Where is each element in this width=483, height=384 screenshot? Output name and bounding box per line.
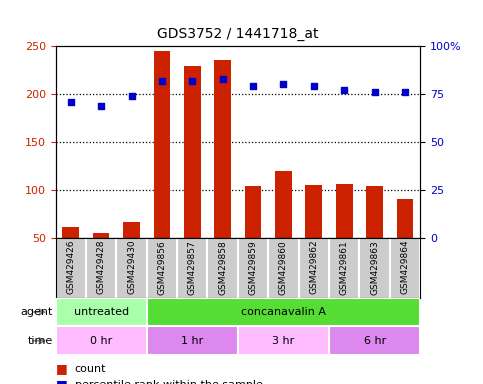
- Bar: [214, 61, 231, 238]
- Text: GSM429860: GSM429860: [279, 240, 288, 295]
- Text: percentile rank within the sample: percentile rank within the sample: [75, 379, 263, 384]
- Point: [310, 83, 318, 89]
- Point: [158, 78, 166, 84]
- Bar: [147, 298, 420, 326]
- Bar: [336, 184, 353, 238]
- Bar: [329, 326, 420, 355]
- Point: [341, 87, 348, 93]
- Title: GDS3752 / 1441718_at: GDS3752 / 1441718_at: [157, 27, 319, 41]
- Text: GSM429864: GSM429864: [400, 240, 410, 295]
- Point: [280, 81, 287, 88]
- Bar: [275, 171, 292, 238]
- Text: untreated: untreated: [73, 307, 128, 317]
- Point: [97, 103, 105, 109]
- Point: [371, 89, 379, 95]
- Bar: [62, 227, 79, 238]
- Bar: [147, 326, 238, 355]
- Text: GSM429863: GSM429863: [370, 240, 379, 295]
- Bar: [56, 326, 147, 355]
- Text: GSM429430: GSM429430: [127, 240, 136, 295]
- Point: [249, 83, 257, 89]
- Text: ■: ■: [56, 378, 67, 384]
- Text: concanavalin A: concanavalin A: [241, 307, 326, 317]
- Text: GSM429856: GSM429856: [157, 240, 167, 295]
- Text: agent: agent: [21, 307, 53, 317]
- Text: 6 hr: 6 hr: [364, 336, 386, 346]
- Text: GSM429862: GSM429862: [309, 240, 318, 295]
- Text: GSM429859: GSM429859: [249, 240, 257, 295]
- Text: 1 hr: 1 hr: [181, 336, 203, 346]
- Text: GSM429428: GSM429428: [97, 240, 106, 295]
- Bar: [56, 298, 147, 326]
- Bar: [366, 186, 383, 238]
- Text: GSM429857: GSM429857: [188, 240, 197, 295]
- Text: 3 hr: 3 hr: [272, 336, 295, 346]
- Bar: [238, 326, 329, 355]
- Text: 0 hr: 0 hr: [90, 336, 112, 346]
- Bar: [305, 185, 322, 238]
- Text: GSM429858: GSM429858: [218, 240, 227, 295]
- Text: GSM429861: GSM429861: [340, 240, 349, 295]
- Bar: [184, 66, 200, 238]
- Text: ■: ■: [56, 362, 67, 376]
- Text: count: count: [75, 364, 106, 374]
- Text: GSM429426: GSM429426: [66, 240, 75, 295]
- Bar: [93, 233, 110, 238]
- Point: [188, 78, 196, 84]
- Text: time: time: [28, 336, 53, 346]
- Bar: [154, 51, 170, 238]
- Point: [67, 99, 74, 105]
- Point: [128, 93, 135, 99]
- Bar: [397, 199, 413, 238]
- Point: [401, 89, 409, 95]
- Bar: [123, 222, 140, 238]
- Bar: [245, 186, 261, 238]
- Point: [219, 76, 227, 82]
